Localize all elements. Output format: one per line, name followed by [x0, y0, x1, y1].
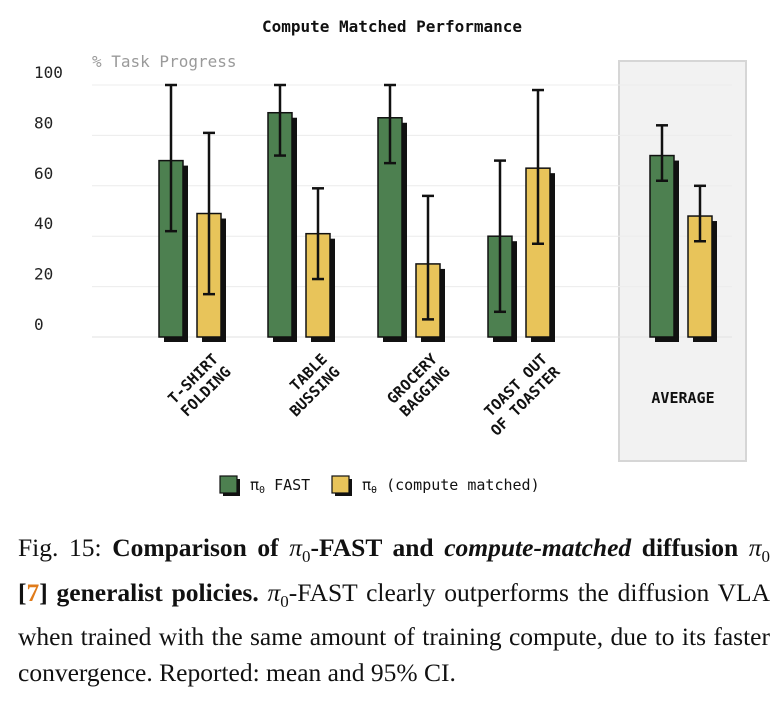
legend-series-name: FAST	[265, 476, 310, 494]
y-tick-label: 80	[34, 113, 53, 132]
caption-citation-link[interactable]: 7	[26, 577, 40, 607]
legend-symbol: π	[250, 476, 259, 494]
chart-title: Compute Matched Performance	[262, 17, 522, 36]
caption-pi-symbol-3: π	[267, 577, 281, 607]
y-tick-label: 0	[34, 315, 44, 334]
caption-body: -FAST clearly outperforms the diffusion …	[18, 577, 771, 687]
bars	[158, 111, 717, 342]
y-tick-labels: 0 20 40 60 80 100	[34, 63, 63, 334]
caption-pi-symbol: π	[289, 533, 303, 562]
legend-series-name: (compute matched)	[377, 476, 540, 494]
y-axis-label: % Task Progress	[92, 52, 237, 71]
bar	[649, 154, 675, 338]
category-label: TOAST OUTOF TOASTER	[474, 349, 564, 439]
legend-swatch	[331, 475, 350, 494]
caption-bold-italic: compute-matched	[444, 533, 632, 562]
caption-bold-part-a: Comparison of	[112, 533, 279, 562]
caption-pi-subscript-3: 0	[280, 591, 289, 611]
y-tick-label: 40	[34, 214, 53, 233]
error-bars	[165, 83, 706, 321]
y-tick-label: 100	[34, 63, 63, 82]
chart-figure: Compute Matched Performance % Task Progr…	[34, 17, 747, 496]
category-label: AVERAGE	[651, 389, 714, 407]
caption-pi-subscript-2: 0	[761, 547, 771, 567]
category-label: TABLEBUSSING	[273, 350, 343, 420]
legend-subscript: 0	[259, 485, 265, 496]
legend-swatch	[219, 475, 238, 494]
y-tick-label: 60	[34, 164, 53, 183]
legend-label: π0 FAST	[250, 476, 310, 496]
y-tick-label: 20	[34, 265, 53, 284]
caption-bold-part-d: generalist policies.	[56, 577, 259, 607]
category-label: T-SHIRTFOLDING	[164, 350, 234, 420]
caption-bold-part-c: diffusion	[641, 533, 739, 562]
caption-pi-symbol-2: π	[748, 533, 762, 562]
legend-symbol: π	[362, 476, 371, 494]
caption-figure-label: Fig. 15:	[18, 533, 102, 562]
legend-subscript: θ	[371, 485, 377, 496]
average-panel	[618, 60, 747, 462]
legend-label: πθ (compute matched)	[362, 476, 540, 496]
legend: π0 FAST πθ (compute matched)	[219, 475, 540, 496]
figure-caption: Fig. 15: Comparison of π0-FAST and compu…	[18, 533, 771, 687]
caption-pi-subscript: 0	[302, 547, 311, 567]
caption-bold-part-b: -FAST and	[310, 533, 434, 562]
bar-chart: Compute Matched Performance % Task Progr…	[34, 17, 747, 496]
category-label: GROCERYBAGGING	[383, 350, 453, 420]
